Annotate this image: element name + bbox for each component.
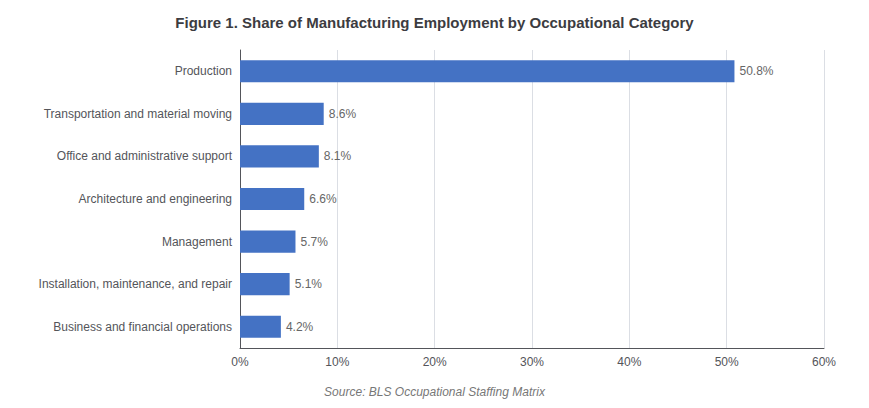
svg-text:50.8%: 50.8% (739, 64, 773, 78)
svg-text:50%: 50% (715, 355, 739, 369)
svg-text:10%: 10% (325, 355, 349, 369)
svg-text:5.1%: 5.1% (295, 277, 323, 291)
svg-text:Source: BLS Occupational Staff: Source: BLS Occupational Staffing Matrix (324, 385, 546, 399)
svg-text:Management: Management (162, 235, 233, 249)
svg-text:40%: 40% (617, 355, 641, 369)
svg-text:0%: 0% (231, 355, 249, 369)
svg-text:5.7%: 5.7% (300, 235, 328, 249)
svg-text:8.6%: 8.6% (329, 107, 357, 121)
svg-text:Office and administrative supp: Office and administrative support (57, 149, 233, 163)
svg-text:4.2%: 4.2% (286, 320, 314, 334)
svg-text:Architecture and engineering: Architecture and engineering (79, 192, 232, 206)
svg-text:Installation, maintenance, and: Installation, maintenance, and repair (39, 277, 232, 291)
svg-text:20%: 20% (423, 355, 447, 369)
svg-text:Production: Production (175, 64, 232, 78)
svg-text:30%: 30% (520, 355, 544, 369)
svg-text:60%: 60% (812, 355, 836, 369)
svg-text:8.1%: 8.1% (324, 149, 352, 163)
svg-text:Transportation and material mo: Transportation and material moving (44, 107, 232, 121)
svg-text:Figure 1. Share of Manufacturi: Figure 1. Share of Manufacturing Employm… (175, 14, 694, 31)
svg-text:6.6%: 6.6% (309, 192, 337, 206)
svg-text:Business and financial operati: Business and financial operations (53, 320, 232, 334)
